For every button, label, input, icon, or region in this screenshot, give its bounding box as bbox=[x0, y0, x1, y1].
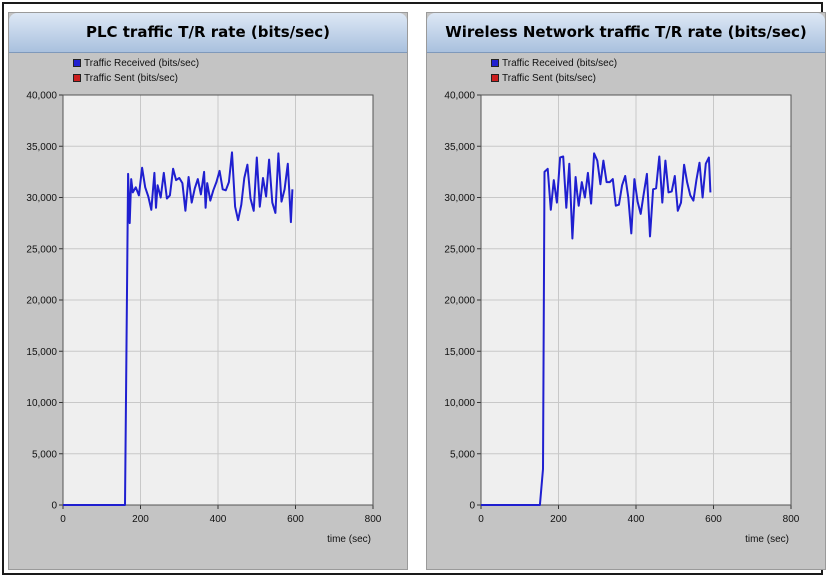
wireless-chart-title-bar: Wireless Network traffic T/R rate (bits/… bbox=[427, 13, 825, 53]
x-axis-title: time (sec) bbox=[327, 534, 371, 545]
y-tick-label: 10,000 bbox=[26, 398, 57, 409]
x-tick-label: 200 bbox=[550, 514, 567, 525]
plot-border bbox=[62, 94, 374, 506]
y-tick-label: 35,000 bbox=[26, 142, 57, 153]
wireless-chart-panel: Wireless Network traffic T/R rate (bits/… bbox=[426, 12, 826, 570]
legend-item-sent: Traffic Sent (bits/sec) bbox=[73, 71, 199, 86]
legend-swatch-received bbox=[73, 59, 81, 67]
plc-chart-plot: 0 5,000 10,000 15,000 20,000 25,000 30,000 35,0… bbox=[26, 91, 382, 546]
y-tick-label: 35,000 bbox=[444, 142, 475, 153]
plc-chart-title: PLC traffic T/R rate (bits/sec) bbox=[85, 23, 331, 41]
y-tick-label: 20,000 bbox=[26, 296, 57, 307]
legend-label-received: Traffic Received (bits/sec) bbox=[502, 58, 618, 69]
y-tick-label: 30,000 bbox=[26, 193, 57, 204]
y-tick-label: 5,000 bbox=[32, 449, 57, 460]
plot-border bbox=[480, 94, 792, 506]
y-tick-label: 30,000 bbox=[444, 193, 475, 204]
plc-chart-title-bar: PLC traffic T/R rate (bits/sec) bbox=[9, 13, 407, 53]
x-tick-label: 600 bbox=[705, 514, 722, 525]
wireless-chart-title: Wireless Network traffic T/R rate (bits/… bbox=[445, 23, 807, 41]
x-tick-label: 600 bbox=[287, 514, 304, 525]
x-tick-label: 800 bbox=[365, 514, 382, 525]
y-tick-label: 15,000 bbox=[26, 347, 57, 358]
legend-swatch-sent bbox=[491, 74, 499, 82]
y-tick-label: 10,000 bbox=[444, 398, 475, 409]
y-tick-label: 40,000 bbox=[444, 91, 475, 102]
y-tick-label: 25,000 bbox=[444, 244, 475, 255]
y-tick-label: 0 bbox=[51, 501, 57, 512]
series-line-traffic-received bbox=[481, 152, 712, 506]
x-tick-label: 0 bbox=[478, 514, 484, 525]
legend-label-received: Traffic Received (bits/sec) bbox=[84, 58, 200, 69]
x-tick-label: 400 bbox=[628, 514, 645, 525]
y-tick-label: 25,000 bbox=[26, 244, 57, 255]
y-tick-label: 15,000 bbox=[444, 347, 475, 358]
legend-item-sent: Traffic Sent (bits/sec) bbox=[491, 71, 617, 86]
y-tick-label: 40,000 bbox=[26, 91, 57, 102]
x-axis-title: time (sec) bbox=[745, 534, 789, 545]
x-tick-label: 0 bbox=[60, 514, 66, 525]
x-tick-label: 400 bbox=[210, 514, 227, 525]
legend-label-sent: Traffic Sent (bits/sec) bbox=[502, 73, 596, 84]
y-tick-label: 5,000 bbox=[450, 449, 475, 460]
series-line-traffic-received bbox=[63, 151, 294, 506]
y-tick-label: 20,000 bbox=[444, 296, 475, 307]
wireless-chart-plot: 0 5,000 10,000 15,000 20,000 25,000 30,000 35,0… bbox=[444, 91, 800, 546]
plc-chart-legend: Traffic Received (bits/sec) Traffic Sent… bbox=[73, 56, 199, 86]
legend-swatch-received bbox=[491, 59, 499, 67]
wireless-chart-legend: Traffic Received (bits/sec) Traffic Sent… bbox=[491, 56, 617, 86]
y-tick-label: 0 bbox=[469, 501, 475, 512]
legend-label-sent: Traffic Sent (bits/sec) bbox=[84, 73, 178, 84]
legend-swatch-sent bbox=[73, 74, 81, 82]
x-tick-label: 200 bbox=[132, 514, 149, 525]
legend-item-received: Traffic Received (bits/sec) bbox=[73, 56, 199, 71]
x-tick-label: 800 bbox=[783, 514, 800, 525]
plc-chart-panel: PLC traffic T/R rate (bits/sec) Traffic … bbox=[8, 12, 408, 570]
legend-item-received: Traffic Received (bits/sec) bbox=[491, 56, 617, 71]
